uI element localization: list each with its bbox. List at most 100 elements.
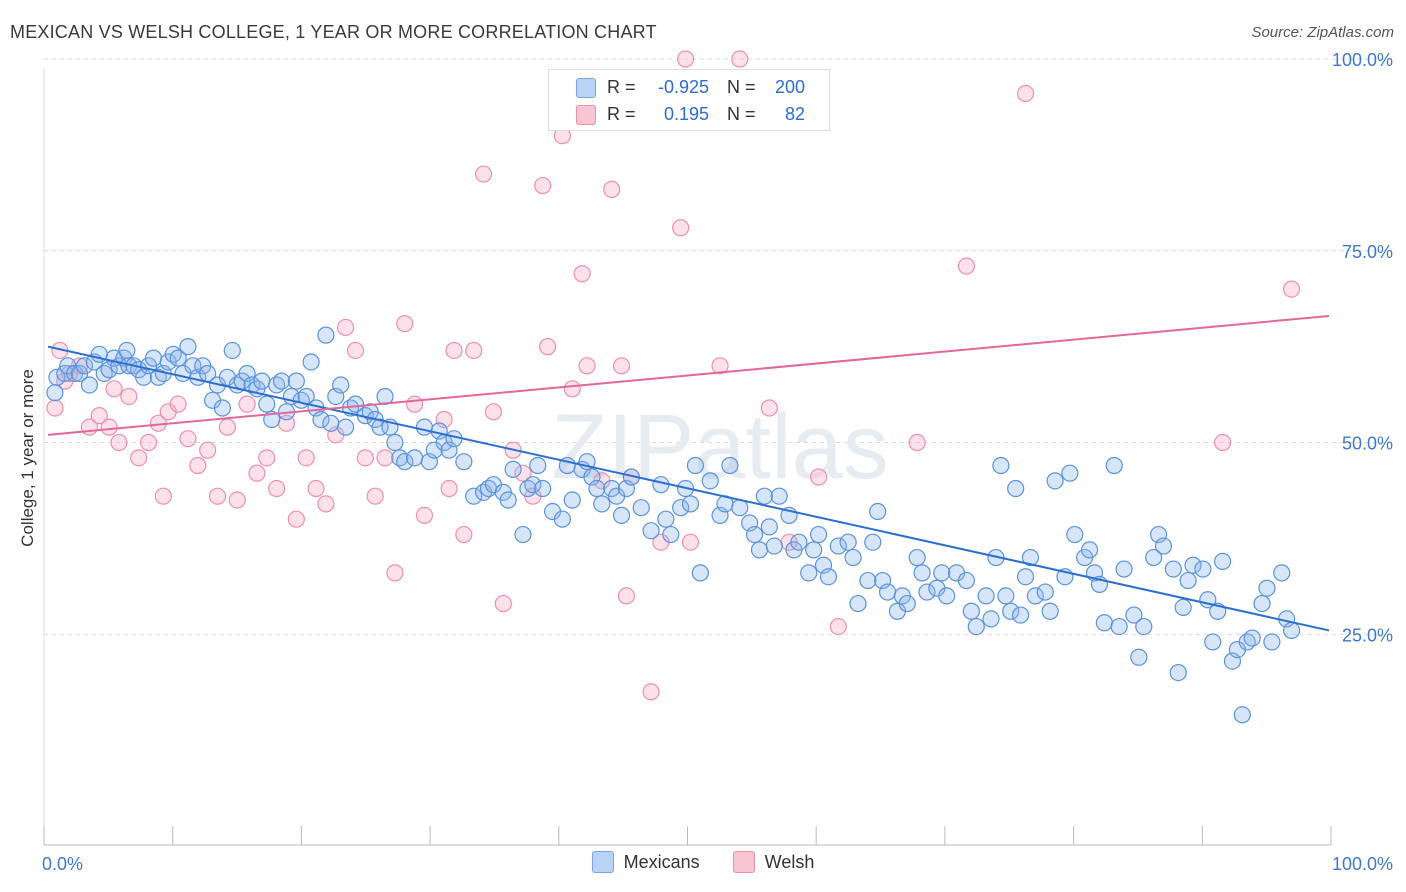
mexicans-point [337, 418, 355, 436]
welsh-point [287, 510, 305, 528]
mexicans-point [1179, 571, 1197, 590]
source-label: Source: ZipAtlas.com [1251, 24, 1394, 41]
mexicans-point [1016, 568, 1035, 586]
mexicans-point [652, 476, 670, 494]
mexicans-point [396, 453, 414, 471]
mexicans-point [287, 372, 305, 390]
mexicans-point [642, 522, 660, 540]
mexicans-point [662, 525, 680, 544]
welsh-point [514, 464, 532, 482]
welsh-point [563, 380, 581, 398]
mexicans-point [1041, 602, 1059, 620]
legend-r-value: -0.925 [657, 77, 709, 97]
mexicans-point [534, 479, 552, 498]
mexicans-point [809, 525, 828, 544]
mexicans-point [1214, 552, 1232, 570]
welsh-point [829, 617, 847, 636]
series-legend: Mexicans Welsh [0, 851, 1406, 878]
welsh-point [760, 399, 778, 417]
mexicans-point [962, 602, 980, 620]
welsh-point [130, 449, 148, 467]
legend-item-welsh[interactable]: Welsh [732, 851, 814, 873]
welsh-point [386, 564, 404, 582]
welsh-point [465, 341, 483, 360]
mexicans-point [1154, 537, 1173, 555]
legend-r-label: R = [607, 77, 636, 97]
welsh-point [603, 180, 621, 198]
mexicans-point [1046, 472, 1064, 490]
legend-n-label: N = [727, 104, 756, 124]
welsh-point [307, 479, 325, 498]
mexicans-point [593, 495, 611, 513]
legend-r-label: R = [607, 104, 636, 124]
welsh-point [199, 441, 217, 459]
welsh-trend-line [47, 314, 1330, 436]
mexicans-point [144, 349, 163, 367]
welsh-point [189, 456, 207, 475]
mexicans-point [1243, 629, 1261, 647]
mexicans-point [805, 541, 823, 559]
welsh-point [440, 479, 458, 498]
mexicans-point [322, 414, 340, 432]
welsh-point [445, 341, 463, 360]
mexicans-point [1253, 594, 1271, 613]
welsh-point [90, 407, 108, 425]
mexicans-point [563, 491, 581, 509]
mexicans-point [1066, 525, 1084, 544]
welsh-point [218, 418, 236, 436]
welsh-point [681, 533, 700, 551]
mexicans-point [1095, 614, 1113, 632]
mexicans-point [982, 610, 1000, 628]
mexicans-point [849, 594, 867, 613]
mexicans-point [332, 376, 350, 394]
mexicans-point [1080, 541, 1099, 559]
mexicans-point [1164, 560, 1182, 578]
mexicans-point [213, 399, 232, 417]
mexicans-point [686, 456, 705, 475]
mexicans-point [770, 487, 788, 505]
legend-label-mexicans: Mexicans [623, 851, 700, 872]
welsh-point [297, 449, 315, 467]
y-tick-label: 50.0% [1342, 434, 1393, 454]
welsh-point [366, 487, 384, 505]
legend-n-label: N = [727, 77, 756, 97]
welsh-point [356, 449, 374, 467]
mexicans-point [514, 525, 532, 544]
mexicans-point [755, 487, 774, 505]
mexicans-point [829, 537, 847, 555]
welsh-point [317, 495, 335, 513]
mexicans-point [1174, 598, 1192, 617]
mexicans-point [1012, 606, 1030, 624]
welsh-point [1282, 280, 1301, 298]
legend-swatch-welsh [576, 105, 596, 125]
mexicans-point [1204, 633, 1222, 651]
mexicans-point [415, 418, 434, 436]
mexicans-point [1282, 621, 1301, 640]
mexicans-point [465, 487, 483, 505]
mexicans-point [1233, 706, 1251, 724]
welsh-point [455, 525, 473, 544]
mexicans-point [701, 472, 719, 490]
mexicans-point [499, 491, 517, 509]
mexicans-point [967, 617, 985, 636]
welsh-point [731, 50, 749, 68]
welsh-point [179, 430, 197, 448]
legend-swatch-welsh [732, 851, 755, 873]
mexicans-point [1110, 617, 1128, 636]
mexicans-point [1021, 548, 1040, 567]
mexicans-point [1026, 587, 1044, 605]
welsh-point [405, 395, 424, 413]
mexicans-point [745, 525, 764, 544]
mexicans-point [169, 349, 187, 367]
x-tick-label: 100.0% [1332, 854, 1393, 874]
mexicans-point [1115, 560, 1133, 578]
mexicans-point [750, 541, 769, 559]
welsh-point [474, 165, 493, 183]
mexicans-point [844, 548, 862, 567]
x-tick-label: 0.0% [42, 854, 83, 874]
mexicans-point [529, 456, 547, 475]
y-tick-labels: 25.0% 50.0% 75.0% 100.0% [1332, 50, 1393, 645]
legend-item-mexicans[interactable]: Mexicans [591, 851, 700, 873]
mexicans-point [765, 537, 783, 555]
